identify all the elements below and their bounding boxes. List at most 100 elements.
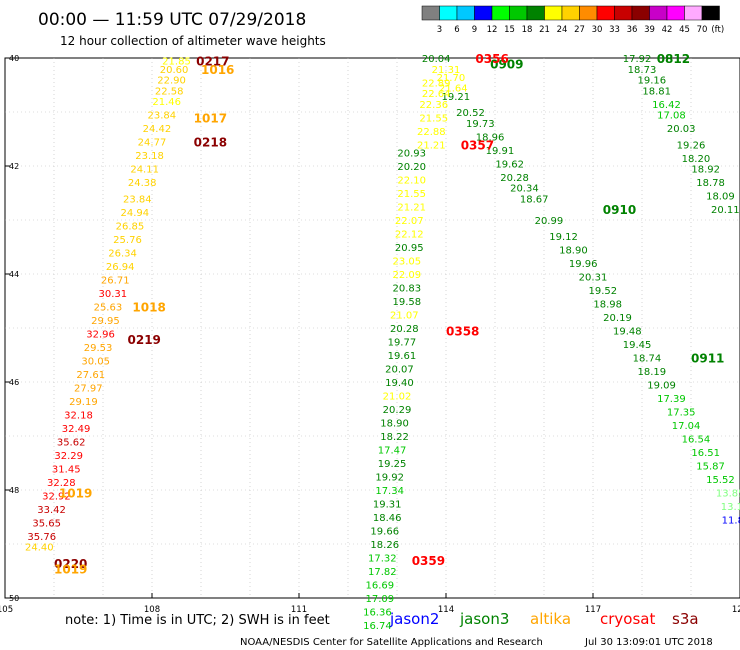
wave-height-value: 17.47	[378, 446, 407, 457]
pass-time-label: 0911	[691, 352, 724, 366]
legend-label: 21	[539, 25, 550, 35]
wave-height-value: 18.92	[691, 165, 720, 176]
wave-height-value: 35.65	[32, 518, 61, 529]
wave-height-value: 19.26	[677, 140, 706, 151]
wave-height-value: 13.13	[721, 502, 740, 513]
wave-height-value: 23.05	[392, 257, 421, 268]
legend-label: 30	[592, 25, 603, 35]
wave-height-value: 21.64	[439, 84, 468, 95]
wave-height-value: 24.94	[121, 208, 150, 219]
wave-height-value: 18.20	[682, 154, 711, 165]
wave-height-value: 18.81	[642, 86, 671, 97]
wave-height-value: 15.87	[696, 462, 725, 473]
y-tick-label: 44	[9, 270, 19, 279]
legend-label: 42	[662, 25, 673, 35]
satellite-label: s3a	[672, 610, 699, 628]
wave-height-value: 19.92	[375, 473, 404, 484]
legend-swatch	[631, 5, 650, 21]
wave-height-value: 16.42	[652, 100, 681, 111]
y-tick-label: 46	[9, 378, 19, 387]
wave-height-value: 23.84	[147, 111, 176, 122]
wave-height-value: 20.20	[397, 162, 426, 173]
wave-height-value: 24.40	[25, 543, 54, 554]
legend-swatch	[579, 5, 598, 21]
legend-label: 39	[644, 25, 655, 35]
wave-height-value: 18.09	[706, 192, 735, 203]
wave-height-value: 25.63	[94, 302, 123, 313]
pass-time-label: 1018	[132, 300, 165, 314]
legend-swatch	[474, 5, 493, 21]
wave-height-value: 21.85	[162, 57, 191, 68]
wave-height-value: 19.48	[613, 327, 642, 338]
wave-height-value: 20.28	[390, 324, 419, 335]
wave-height-value: 21.46	[152, 97, 181, 108]
grid-lines	[5, 58, 740, 598]
wave-height-value: 17.08	[657, 111, 686, 122]
axis-ticks: 105 108 111 114 117 120 40 42 44 46 48 50	[0, 54, 740, 615]
wave-height-value: 20.11	[711, 205, 740, 216]
wave-height-value: 22.64	[422, 89, 451, 100]
wave-height-value: 19.96	[569, 259, 598, 270]
legend-label: 3	[437, 25, 442, 35]
wave-height-value: 20.19	[603, 313, 632, 324]
wave-height-value: 18.22	[380, 432, 409, 443]
wave-height-value: 26.85	[116, 221, 145, 232]
legend-swatch	[526, 5, 545, 21]
footer-note: note: 1) Time is in UTC; 2) SWH is in fe…	[65, 613, 330, 628]
footer-credit: NOAA/NESDIS Center for Satellite Applica…	[240, 637, 543, 648]
legend-swatch	[649, 5, 668, 21]
legend-swatch	[544, 5, 563, 21]
wave-height-value: 16.51	[691, 448, 720, 459]
satellite-label: jason2	[389, 610, 439, 628]
wave-height-value: 20.99	[535, 216, 564, 227]
wave-height-value: 21.21	[417, 140, 446, 151]
wave-height-value: 21.55	[397, 189, 426, 200]
wave-height-value: 18.90	[380, 419, 409, 430]
wave-height-value: 23.18	[135, 151, 164, 162]
wave-height-value: 20.07	[385, 365, 414, 376]
wave-height-value: 11.86	[722, 516, 740, 527]
wave-height-value: 20.28	[500, 173, 529, 184]
wave-height-value: 17.82	[368, 567, 397, 578]
pass-time-label: 0910	[603, 203, 636, 217]
wave-height-value: 22.90	[157, 76, 186, 87]
x-tick-label: 111	[291, 605, 307, 615]
legend-swatch	[509, 5, 528, 21]
pass-time-label: 1019	[54, 562, 87, 576]
wave-height-value: 18.74	[633, 354, 662, 365]
legend-swatch	[561, 5, 580, 21]
wave-height-value: 27.97	[74, 383, 103, 394]
wave-height-value: 16.74	[363, 621, 392, 632]
wave-height-value: 21.21	[397, 203, 426, 214]
wave-height-value: 22.58	[155, 86, 184, 97]
legend-swatch	[491, 5, 510, 21]
wave-height-value: 19.16	[637, 76, 666, 87]
wave-height-value: 35.76	[27, 532, 56, 543]
wave-height-value: 26.71	[101, 275, 130, 286]
wave-height-value: 19.66	[370, 527, 399, 538]
y-tick-label: 50	[9, 594, 19, 603]
wave-height-value: 21.02	[383, 392, 412, 403]
wave-height-value: 20.93	[397, 149, 426, 160]
wave-height-value: 22.36	[419, 100, 448, 111]
wave-height-value: 21.07	[390, 311, 419, 322]
wave-height-value: 24.42	[143, 124, 172, 135]
pass-time-label: 0358	[446, 325, 479, 339]
wave-height-value: 17.92	[623, 54, 652, 65]
chart-title: 00:00 — 11:59 UTC 07/29/2018	[38, 10, 306, 30]
legend-swatch	[614, 5, 633, 21]
wave-height-value: 33.42	[37, 505, 66, 516]
wave-height-value: 19.77	[388, 338, 417, 349]
wave-height-value: 29.53	[84, 343, 113, 354]
wave-height-value: 20.03	[667, 124, 696, 135]
wave-height-value: 19.21	[441, 92, 470, 103]
wave-height-value: 19.52	[588, 286, 617, 297]
wave-height-value: 18.19	[637, 367, 666, 378]
legend-swatch	[666, 5, 685, 21]
wave-height-value: 19.12	[549, 232, 578, 243]
pass-time-label: 0909	[490, 57, 523, 71]
wave-height-value: 19.91	[486, 146, 515, 157]
wave-height-value: 17.32	[368, 554, 397, 565]
